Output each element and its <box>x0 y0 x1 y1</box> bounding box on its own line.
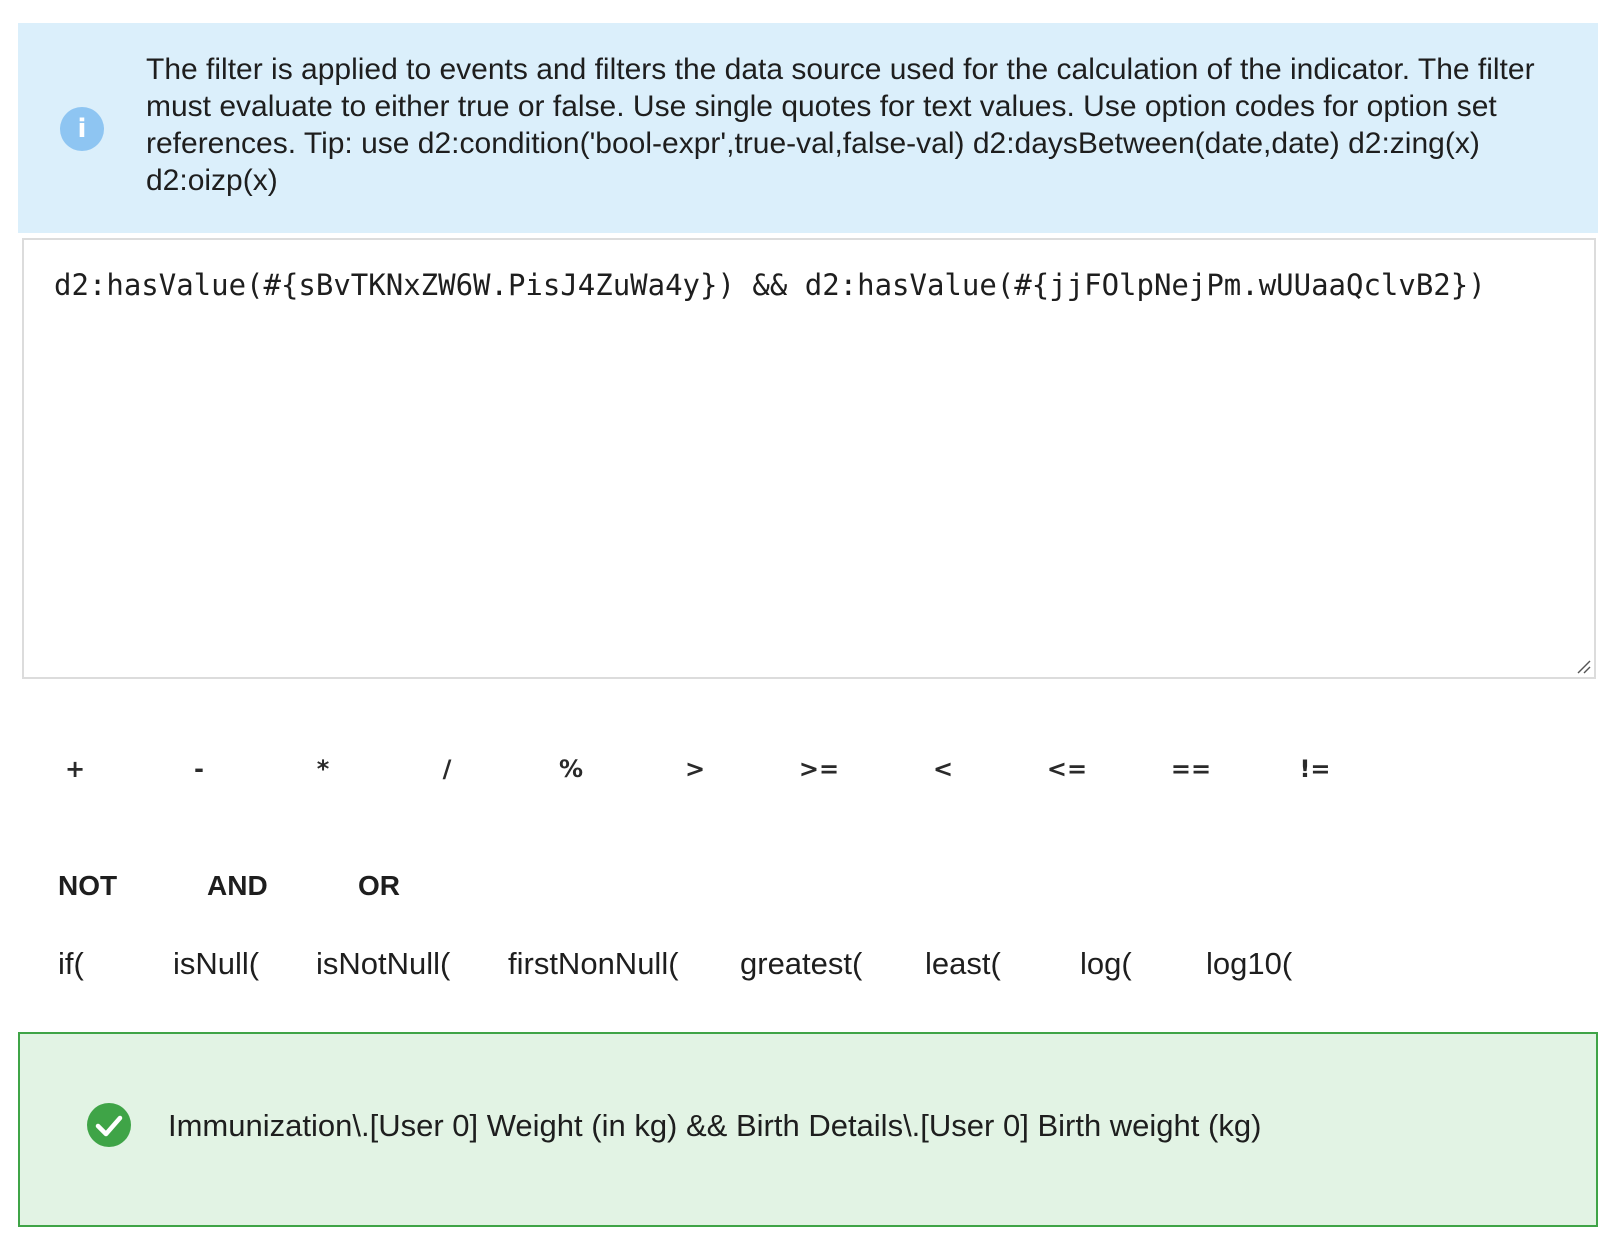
logic-not-button[interactable]: NOT <box>58 870 118 901</box>
operator-lt-button[interactable]: < <box>932 755 954 783</box>
operator-neq-button[interactable]: != <box>1299 755 1331 783</box>
operator-buttons: + - * / % > >= < <= == != <box>0 745 1616 793</box>
function-if-button[interactable]: if( <box>58 946 84 981</box>
logic-or-button[interactable]: OR <box>358 870 400 901</box>
check-circle-icon <box>87 1103 131 1147</box>
function-firstnonnull-button[interactable]: firstNonNull( <box>508 946 679 981</box>
function-log10-button[interactable]: log10( <box>1206 946 1293 981</box>
function-isnotnull-button[interactable]: isNotNull( <box>316 946 451 981</box>
logical-operator-buttons: NOT AND OR <box>0 862 1616 910</box>
validation-result-text: Immunization\.[User 0] Weight (in kg) &&… <box>168 1108 1262 1143</box>
validation-result-banner: Immunization\.[User 0] Weight (in kg) &&… <box>18 1032 1598 1227</box>
info-banner: i The filter is applied to events and fi… <box>18 23 1598 233</box>
info-text: The filter is applied to events and filt… <box>146 53 1535 197</box>
operator-divide-button[interactable]: / <box>442 755 452 783</box>
operator-lte-button[interactable]: <= <box>1046 755 1088 783</box>
operator-minus-button[interactable]: - <box>194 755 204 783</box>
operator-modulo-button[interactable]: % <box>558 755 584 783</box>
operator-multiply-button[interactable]: * <box>316 755 330 783</box>
logic-and-button[interactable]: AND <box>207 870 268 901</box>
operator-eq-button[interactable]: == <box>1170 755 1212 783</box>
operator-gt-button[interactable]: > <box>684 755 706 783</box>
filter-expression-text[interactable]: d2:hasValue(#{sBvTKNxZW6W.PisJ4ZuWa4y}) … <box>54 268 1486 302</box>
operator-gte-button[interactable]: >= <box>798 755 840 783</box>
function-least-button[interactable]: least( <box>925 946 1001 981</box>
resize-handle-icon[interactable] <box>1574 657 1592 675</box>
operator-plus-button[interactable]: + <box>64 755 86 783</box>
function-log-button[interactable]: log( <box>1080 946 1132 981</box>
info-icon: i <box>60 107 104 151</box>
filter-expression-editor[interactable]: d2:hasValue(#{sBvTKNxZW6W.PisJ4ZuWa4y}) … <box>22 238 1596 679</box>
function-greatest-button[interactable]: greatest( <box>740 946 863 981</box>
function-buttons: if( isNull( isNotNull( firstNonNull( gre… <box>0 939 1616 989</box>
function-isnull-button[interactable]: isNull( <box>173 946 260 981</box>
